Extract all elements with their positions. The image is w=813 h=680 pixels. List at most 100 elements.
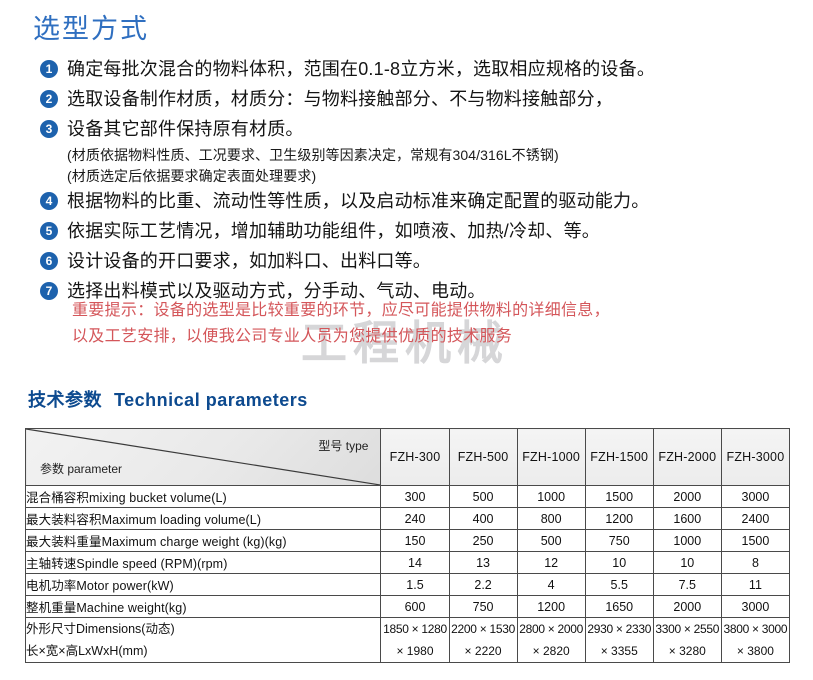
list-item-text: 选取设备制作材质，材质分：与物料接触部分、不与物料接触部分， <box>67 89 613 109</box>
row-label: 最大装料重量Maximum charge weight (kg)(kg) <box>24 529 382 552</box>
model-header-fzh-500: FZH-500 <box>448 428 518 486</box>
dim-line-2: × 1980 <box>396 644 434 658</box>
page-title: 选型方式 <box>33 14 149 44</box>
list-item: 3 设备其它部件保持原有材质。 <box>40 115 800 143</box>
row-value: 1500 <box>584 485 654 508</box>
list-item: 1 确定每批次混合的物料体积，范围在0.1-8立方米，选取相应规格的设备。 <box>40 55 800 83</box>
row-value: 750 <box>448 595 518 618</box>
diagonal-divider-icon <box>26 429 380 485</box>
row-value: 1500 <box>720 529 791 552</box>
list-item-text: 设计设备的开口要求，如加料口、出料口等。 <box>67 251 431 271</box>
list-number-badge: 1 <box>40 60 58 78</box>
row-label: 电机功率Motor power(kW) <box>24 573 382 596</box>
corner-type-label: 型号 type <box>318 439 369 453</box>
row-value: 13 <box>448 551 518 574</box>
model-header-fzh-1500: FZH-1500 <box>584 428 654 486</box>
row-value-dimensions: 3300 × 2550 × 3280 <box>652 617 722 663</box>
table-row: 主轴转速Spindle speed (RPM)(rpm) 14 13 12 10… <box>24 551 791 574</box>
row-value: 3000 <box>720 595 791 618</box>
row-value: 250 <box>448 529 518 552</box>
row-value: 3000 <box>720 485 791 508</box>
table-header-row: 型号 type 参数 parameter FZH-300 FZH-500 FZH… <box>24 428 791 486</box>
row-value: 400 <box>448 507 518 530</box>
corner-parameter-label: 参数 parameter <box>40 462 123 476</box>
list-number-badge: 5 <box>40 222 58 240</box>
important-notice: 重要提示：设备的选型是比较重要的环节，应尽可能提供物料的详细信息， 以及工艺安排… <box>72 298 772 350</box>
row-value: 2000 <box>652 595 722 618</box>
row-value: 7.5 <box>652 573 722 596</box>
row-value: 12 <box>516 551 586 574</box>
row-label: 整机重量Machine weight(kg) <box>24 595 382 618</box>
dim-line-2: × 3355 <box>600 644 638 658</box>
row-value: 750 <box>584 529 654 552</box>
row-value: 10 <box>652 551 722 574</box>
list-item: 4 根据物料的比重、流动性等性质，以及启动标准来确定配置的驱动能力。 <box>40 187 800 215</box>
important-notice-line-2: 以及工艺安排，以便我公司专业人员为您提供优质的技术服务 <box>72 328 513 345</box>
row-value: 240 <box>380 507 450 530</box>
row-value: 1000 <box>652 529 722 552</box>
dim-line-1: 2930 × 2330 <box>587 622 652 636</box>
list-number-badge: 6 <box>40 252 58 270</box>
dim-line-1: 1850 × 1280 <box>383 622 447 636</box>
list-item-text: 根据物料的比重、流动性等性质，以及启动标准来确定配置的驱动能力。 <box>67 191 650 211</box>
row-value: 1200 <box>516 595 586 618</box>
list-number-badge: 3 <box>40 120 58 138</box>
model-header-fzh-1000: FZH-1000 <box>516 428 586 486</box>
table-row: 最大装料容积Maximum loading volume(L) 240 400 … <box>24 507 791 530</box>
row-value: 11 <box>720 573 791 596</box>
row-value: 1600 <box>652 507 722 530</box>
list-number-badge: 2 <box>40 90 58 108</box>
tech-heading-en: Technical parameters <box>114 390 308 410</box>
material-note-line-1: (材质依据物料性质、工况要求、卫生级别等因素决定，常规有304/316L不锈钢) <box>67 147 559 163</box>
dim-line-2: × 2220 <box>464 644 502 658</box>
dimensions-label-line-2: 长×宽×高LxWxH(mm) <box>26 644 148 658</box>
dim-line-2: × 3280 <box>668 644 706 658</box>
list-number-badge: 4 <box>40 192 58 210</box>
row-value: 500 <box>516 529 586 552</box>
row-value: 1200 <box>584 507 654 530</box>
technical-parameters-table: 型号 type 参数 parameter FZH-300 FZH-500 FZH… <box>24 428 791 663</box>
model-header-fzh-300: FZH-300 <box>380 428 450 486</box>
row-value-dimensions: 2800 × 2000 × 2820 <box>516 617 586 663</box>
list-number-badge: 7 <box>40 282 58 300</box>
row-value: 500 <box>448 485 518 508</box>
row-value: 1000 <box>516 485 586 508</box>
list-item-text: 选择出料模式以及驱动方式，分手动、气动、电动。 <box>67 281 486 301</box>
row-value: 2400 <box>720 507 791 530</box>
important-notice-line-1: 重要提示：设备的选型是比较重要的环节，应尽可能提供物料的详细信息， <box>72 302 610 319</box>
row-value-dimensions: 2200 × 1530 × 2220 <box>448 617 518 663</box>
selection-method-list: 1 确定每批次混合的物料体积，范围在0.1-8立方米，选取相应规格的设备。 2 … <box>40 55 800 307</box>
row-value: 600 <box>380 595 450 618</box>
list-item: 2 选取设备制作材质，材质分：与物料接触部分、不与物料接触部分， <box>40 85 800 113</box>
row-value-dimensions: 2930 × 2330 × 3355 <box>584 617 654 663</box>
row-label: 最大装料容积Maximum loading volume(L) <box>24 507 382 530</box>
material-note-line-2: (材质选定后依据要求确定表面处理要求) <box>67 168 317 184</box>
row-value-dimensions: 3800 × 3000 × 3800 <box>720 617 791 663</box>
row-label: 混合桶容积mixing bucket volume(L) <box>24 485 382 508</box>
row-value: 300 <box>380 485 450 508</box>
list-item: 6 设计设备的开口要求，如加料口、出料口等。 <box>40 247 800 275</box>
row-label-dimensions: 外形尺寸Dimensions(动态) 长×宽×高LxWxH(mm) <box>24 617 382 663</box>
dim-line-1: 2200 × 1530 <box>451 622 515 636</box>
row-value: 5.5 <box>584 573 654 596</box>
list-item: 7 选择出料模式以及驱动方式，分手动、气动、电动。 <box>40 277 800 305</box>
dim-line-1: 3800 × 3000 <box>723 622 788 636</box>
tech-heading-cn: 技术参数 <box>28 390 102 410</box>
row-value: 1.5 <box>380 573 450 596</box>
row-value: 150 <box>380 529 450 552</box>
list-item: 5 依据实际工艺情况，增加辅助功能组件，如喷液、加热/冷却、等。 <box>40 217 800 245</box>
model-header-fzh-3000: FZH-3000 <box>720 428 791 486</box>
dimensions-label-line-1: 外形尺寸Dimensions(动态) <box>26 622 175 636</box>
row-value: 1650 <box>584 595 654 618</box>
model-header-fzh-2000: FZH-2000 <box>652 428 722 486</box>
table-row-dimensions: 外形尺寸Dimensions(动态) 长×宽×高LxWxH(mm) 1850 ×… <box>24 617 791 663</box>
table-row: 混合桶容积mixing bucket volume(L) 300 500 100… <box>24 485 791 508</box>
row-value: 2000 <box>652 485 722 508</box>
dim-line-2: × 3800 <box>736 644 774 658</box>
row-value: 8 <box>720 551 791 574</box>
row-value: 4 <box>516 573 586 596</box>
table-corner-header: 型号 type 参数 parameter <box>24 428 382 486</box>
row-value: 14 <box>380 551 450 574</box>
list-item-text: 依据实际工艺情况，增加辅助功能组件，如喷液、加热/冷却、等。 <box>67 221 600 241</box>
row-label: 主轴转速Spindle speed (RPM)(rpm) <box>24 551 382 574</box>
